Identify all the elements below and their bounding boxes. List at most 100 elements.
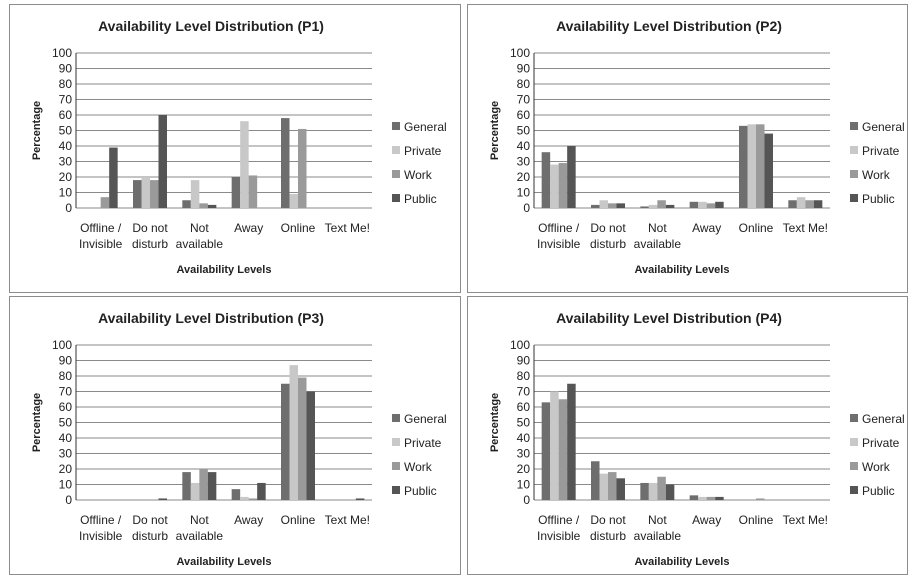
- chart-p1-legend-swatch-work: [392, 170, 400, 178]
- chart-p3-legend-swatch-work: [392, 462, 400, 470]
- chart-p4-ytick-label: 70: [517, 385, 531, 399]
- chart-p1-ytick-label: 100: [52, 46, 72, 60]
- chart-p1-xtick-label: Do not: [132, 221, 168, 235]
- chart-p3-xtick-label: Online: [281, 513, 316, 527]
- chart-p2-legend-label-private: Private: [862, 144, 900, 158]
- chart-p2-ytick-label: 90: [517, 62, 531, 76]
- chart-p4-ytick-label: 40: [517, 431, 531, 445]
- chart-p3-ytick-label: 40: [59, 431, 73, 445]
- chart-p1-title: Availability Level Distribution (P1): [98, 18, 324, 34]
- chart-p4-svg: Availability Level Distribution (P4) 010 2…: [489, 310, 905, 568]
- chart-p1-xtick-label: available: [176, 237, 224, 251]
- chart-p1-xtick-label: Not: [190, 221, 209, 235]
- chart-p4-title: Availability Level Distribution (P4): [556, 310, 782, 326]
- chart-p1-xtick-label: Away: [234, 221, 263, 235]
- chart-p1-ytick-label: 30: [59, 155, 73, 169]
- chart-p3-xtick-label: Text Me!: [325, 513, 370, 527]
- chart-p2-title: Availability Level Distribution (P2): [556, 18, 782, 34]
- chart-p1-ytick-label: 20: [59, 170, 73, 184]
- chart-p2-legend-swatch-general: [850, 122, 858, 130]
- chart-p3-xtick-label: Invisible: [79, 529, 123, 543]
- chart-p2-bar-private: [796, 197, 806, 208]
- chart-p2-bar-private: [747, 124, 756, 208]
- chart-p3-ytick-label: 70: [59, 385, 73, 399]
- chart-p2-xtick-label: Not: [648, 221, 667, 235]
- chart-p4-xtick-label: Invisible: [537, 529, 581, 543]
- chart-p1-ytick-label: 40: [59, 139, 73, 153]
- chart-p3-xtick-label: disturb: [132, 529, 168, 543]
- chart-p1-bar-public: [109, 147, 118, 208]
- chart-p2-ytick-label: 100: [510, 46, 530, 60]
- chart-p3-bar-general: [182, 472, 191, 500]
- chart-p4-xlabel: Availability Levels: [635, 556, 730, 568]
- chart-p4-xtick-label: Not: [648, 513, 667, 527]
- chart-p2-ytick-label: 10: [517, 186, 531, 200]
- chart-p1-xtick-label: Online: [281, 221, 316, 235]
- chart-p3-bar-work: [199, 469, 208, 500]
- chart-p3-ytick-label: 90: [59, 354, 73, 368]
- chart-p3-ytick-label: 0: [65, 493, 72, 507]
- chart-p2-ytick-label: 70: [517, 93, 531, 107]
- chart-p4-xtick-label: Do not: [590, 513, 626, 527]
- chart-p4-legend-swatch-work: [850, 462, 858, 470]
- chart-p2-bar-general: [541, 152, 551, 208]
- chart-p2-bar-public: [764, 133, 773, 208]
- chart-p3-ytick-label: 60: [59, 400, 73, 414]
- chart-p4-xtick-label: available: [634, 529, 682, 543]
- chart-p4-legend-label-general: General: [862, 412, 905, 426]
- chart-p2-svg: Availability Level Distribution (P2) 010 2…: [489, 18, 905, 276]
- chart-p2-bar-work: [608, 203, 617, 208]
- chart-p1-bar-private: [141, 177, 150, 208]
- chart-p4-bar-private: [648, 482, 658, 500]
- chart-p4-ytick-label: 60: [517, 400, 531, 414]
- chart-p3-ytick-label: 50: [59, 416, 73, 430]
- chart-p2-bar-private: [550, 164, 559, 208]
- chart-p2-ytick-label: 40: [517, 139, 531, 153]
- chart-p3-legend-label-general: General: [404, 412, 447, 426]
- chart-p1-ylabel: Percentage: [31, 101, 43, 160]
- chart-p3-bar-work: [248, 498, 258, 500]
- chart-p1-bar-work: [199, 203, 208, 208]
- chart-p4-bar-public: [665, 484, 675, 500]
- chart-p3-ytick-label: 10: [59, 478, 73, 492]
- chart-panel-p4: Availability Level Distribution (P4) 0 10 2…: [467, 296, 908, 575]
- chart-p3-bar-public: [207, 472, 217, 500]
- chart-p1-bar-general: [133, 180, 142, 208]
- chart-p3-legend-label-private: Private: [404, 436, 442, 450]
- chart-p1-legend-label-general: General: [404, 120, 447, 134]
- chart-p1-bar-general: [231, 177, 241, 208]
- chart-p3-xlabel: Availability Levels: [177, 556, 272, 568]
- chart-p4-bar-general: [689, 495, 699, 500]
- chart-p3-legend-swatch-public: [392, 486, 400, 494]
- chart-p2-bar-private: [698, 201, 707, 208]
- chart-p2-bar-general: [739, 125, 748, 208]
- chart-p1-ytick-label: 90: [59, 62, 73, 76]
- chart-p2-xtick-label: disturb: [590, 237, 626, 251]
- chart-p2-ytick-label: 60: [517, 108, 531, 122]
- chart-p1-legend-swatch-general: [392, 122, 400, 130]
- chart-p2-ytick-label: 80: [517, 77, 531, 91]
- chart-p3-bar-private: [190, 482, 200, 500]
- chart-p1-bar-general: [281, 118, 290, 208]
- chart-p4-bar-work: [706, 496, 716, 500]
- chart-p3-bar-work: [298, 377, 307, 500]
- chart-p2-bar-general: [591, 204, 600, 208]
- chart-p1-bar-public: [158, 115, 167, 208]
- chart-p2-legend-label-work: Work: [862, 168, 891, 182]
- chart-p4-ytick-label: 0: [523, 493, 530, 507]
- chart-p2-bar-work: [756, 124, 765, 208]
- chart-p4-legend-label-public: Public: [862, 484, 895, 498]
- chart-p1-xlabel: Availability Levels: [177, 264, 272, 276]
- chart-p1-bar-private: [240, 121, 249, 208]
- chart-panel-p3: Availability Level Distribution (P3) 0 10 2…: [9, 296, 461, 575]
- chart-p4-legend-swatch-general: [850, 414, 858, 422]
- chart-p2-bar-general: [788, 200, 797, 208]
- chart-p4-legend-swatch-public: [850, 486, 858, 494]
- chart-p4-bar-work: [558, 399, 568, 500]
- chart-p1-bar-general: [182, 200, 191, 208]
- chart-p4-ytick-label: 100: [510, 338, 530, 352]
- chart-p4-xtick-label: Online: [739, 513, 774, 527]
- chart-p2-legend-swatch-private: [850, 146, 858, 154]
- chart-p1-xtick-label: Invisible: [79, 237, 123, 251]
- chart-p4-bar-general: [591, 461, 600, 500]
